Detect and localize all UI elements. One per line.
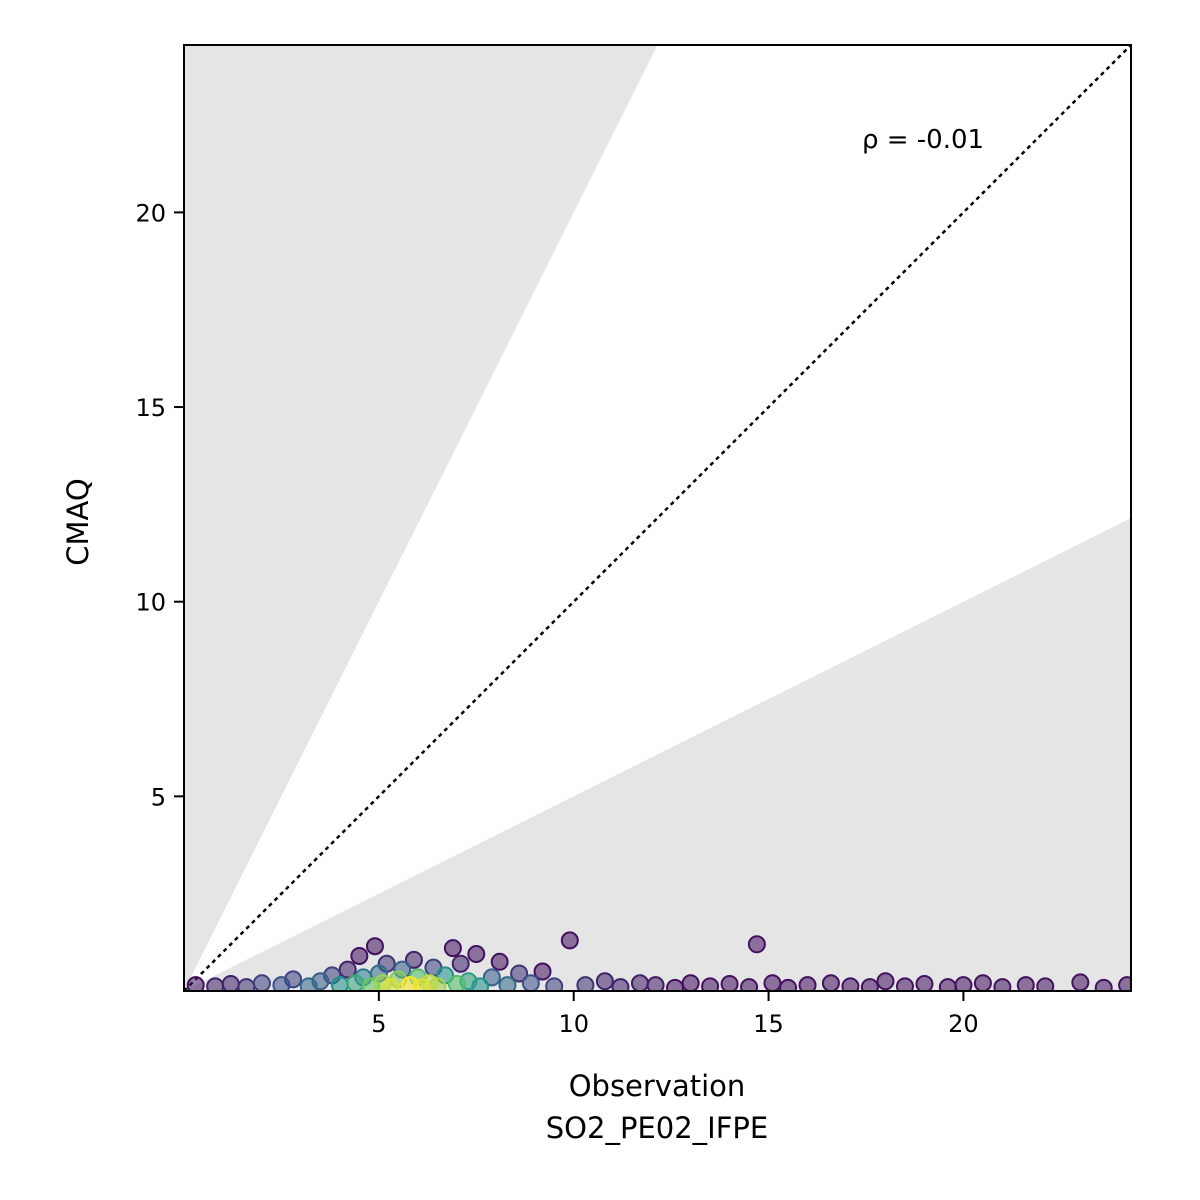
x-tick-label: 20 (948, 1010, 979, 1038)
data-point (545, 977, 564, 991)
data-point (595, 972, 614, 991)
data-point (350, 946, 369, 965)
y-tick-label: 10 (135, 589, 166, 617)
data-point (611, 978, 630, 991)
data-point (876, 972, 895, 991)
plot-area (184, 45, 1131, 991)
y-tick-label: 15 (135, 394, 166, 422)
x-tick-label: 15 (753, 1010, 784, 1038)
data-point (498, 976, 517, 991)
data-point (747, 935, 766, 954)
data-point (560, 931, 579, 950)
data-point (299, 977, 318, 991)
data-point (443, 939, 462, 958)
data-point (701, 977, 720, 991)
data-point (467, 945, 486, 964)
data-point (1094, 978, 1113, 991)
y-axis-label: CMAQ (61, 478, 95, 565)
data-point (186, 976, 205, 991)
data-point (1036, 977, 1055, 991)
data-point (482, 968, 501, 987)
x-axis-sublabel: SO2_PE02_IFPE (546, 1111, 768, 1145)
data-point (521, 974, 540, 991)
data-point (915, 974, 934, 991)
data-point (346, 974, 365, 991)
data-point (510, 964, 529, 983)
x-axis-label: Observation (569, 1069, 746, 1103)
y-tick-label: 5 (151, 783, 166, 811)
data-point (779, 978, 798, 991)
data-point (1118, 976, 1131, 991)
data-point (338, 960, 357, 979)
y-axis: 5 10 15 20 (135, 199, 184, 811)
data-point (490, 952, 509, 971)
data-point (993, 978, 1012, 991)
data-point (954, 976, 973, 991)
data-point (646, 976, 665, 991)
plot-frame (183, 44, 1132, 992)
data-point (576, 976, 595, 991)
data-point (860, 978, 879, 991)
x-tick-label: 10 (558, 1010, 589, 1038)
data-point (272, 976, 291, 991)
correlation-annotation: ρ = -0.01 (862, 125, 984, 155)
data-point (404, 950, 423, 969)
data-point (740, 978, 759, 991)
shaded-region-upper (184, 45, 658, 991)
identity-line (184, 45, 1131, 991)
data-point (895, 977, 914, 991)
data-point (451, 954, 470, 973)
x-tick-label: 5 (371, 1010, 386, 1038)
data-point (720, 974, 739, 991)
shaded-region-lower (184, 518, 1131, 991)
data-point (365, 937, 384, 956)
data-point (401, 976, 420, 991)
data-point (973, 974, 992, 991)
data-points (186, 931, 1131, 991)
data-point (798, 976, 817, 991)
data-point (221, 974, 240, 991)
data-point (1071, 973, 1090, 991)
x-axis: 5 10 15 20 (371, 991, 979, 1038)
data-point (821, 974, 840, 991)
data-point (381, 978, 400, 991)
data-point (630, 974, 649, 991)
data-point (1016, 976, 1035, 991)
data-point (763, 974, 782, 991)
data-point (533, 962, 552, 981)
data-point (252, 974, 271, 991)
data-point (841, 977, 860, 991)
y-tick-label: 20 (135, 199, 166, 227)
data-point (681, 974, 700, 991)
data-point (447, 974, 466, 991)
